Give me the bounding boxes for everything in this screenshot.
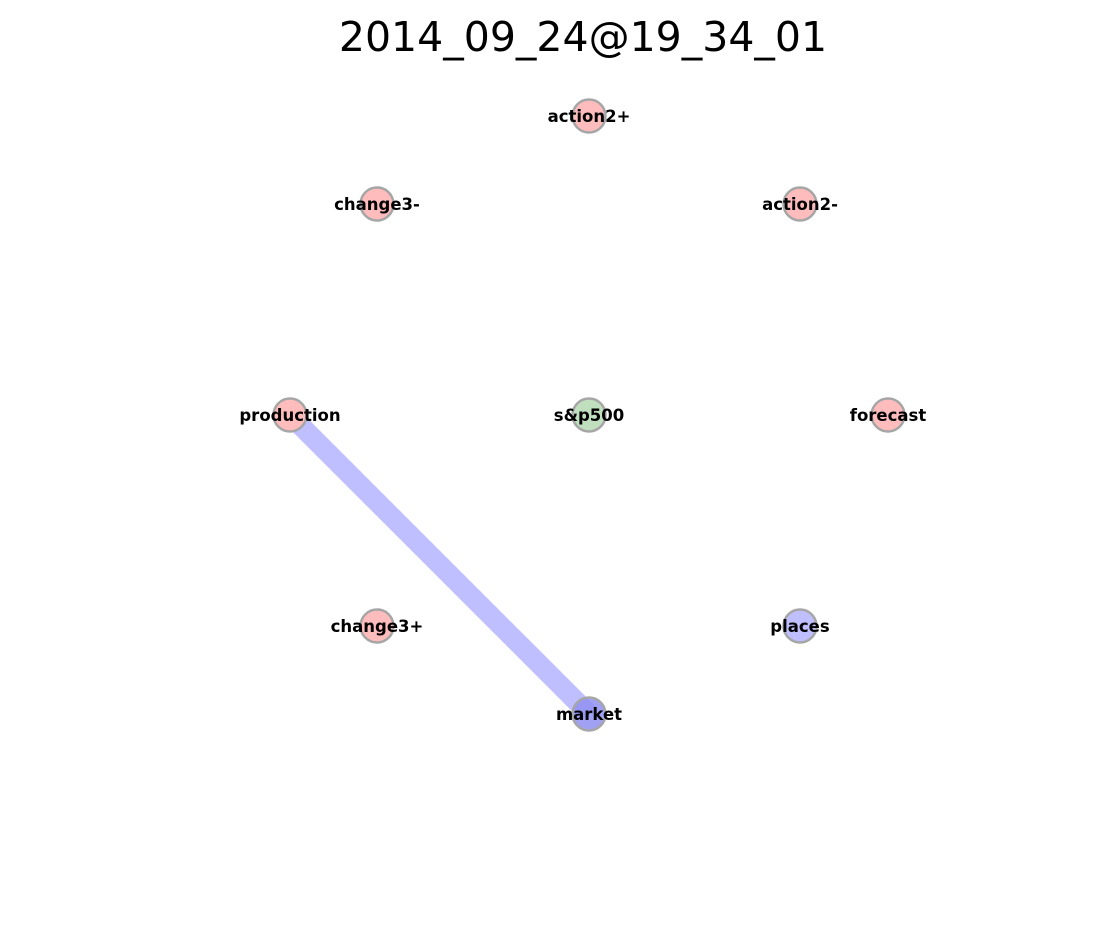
node-action2plus xyxy=(571,98,607,134)
diagram-title: 2014_09_24@19_34_01 xyxy=(339,13,827,61)
node-places xyxy=(782,608,818,644)
node-label-forecast: forecast xyxy=(850,406,927,425)
node-label-change3plus: change3+ xyxy=(331,617,424,636)
node-label-production: production xyxy=(239,406,340,425)
node-action2minus xyxy=(782,186,818,222)
labels-layer: action2+ change3- action2- production s&p500… xyxy=(239,107,926,724)
nodes-layer xyxy=(272,98,906,732)
edges-layer xyxy=(282,407,597,722)
node-forecast xyxy=(870,397,906,433)
node-production xyxy=(272,397,308,433)
node-sp500 xyxy=(571,397,607,433)
node-label-sp500: s&p500 xyxy=(554,406,624,425)
node-label-action2minus: action2- xyxy=(762,195,838,214)
node-label-places: places xyxy=(770,617,830,636)
node-market xyxy=(571,696,607,732)
node-label-change3minus: change3- xyxy=(334,195,420,214)
edge-production-market xyxy=(282,407,597,722)
node-label-action2plus: action2+ xyxy=(548,107,631,126)
node-change3plus xyxy=(359,608,395,644)
node-change3minus xyxy=(359,186,395,222)
node-label-market: market xyxy=(556,705,622,724)
